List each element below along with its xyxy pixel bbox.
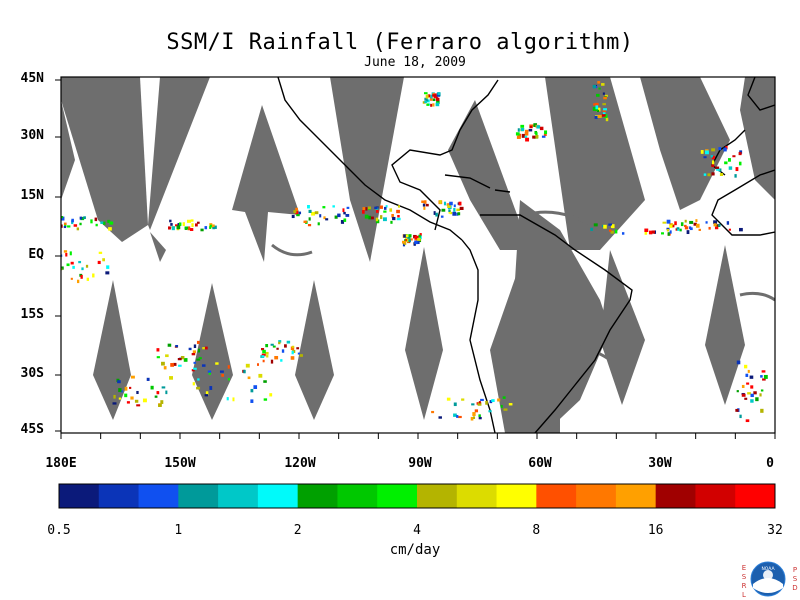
colorbar-cell <box>417 484 458 508</box>
colorbar-cell <box>297 484 338 508</box>
noaa-emblem-icon: NOAA <box>750 561 786 597</box>
map-date: June 18, 2009 <box>364 55 466 70</box>
lat-label: 45N <box>20 71 44 86</box>
svg-text:NOAA: NOAA <box>761 566 775 572</box>
map-title: SSM/I Rainfall (Ferraro algorithm) <box>166 30 634 55</box>
coastlines <box>277 77 775 433</box>
lat-label: 45S <box>20 422 44 437</box>
colorbar-cell <box>257 484 299 508</box>
lat-label: 15S <box>20 307 44 322</box>
lon-label: 60W <box>528 456 552 471</box>
lon-label: 150W <box>164 456 196 471</box>
colorbar-cell <box>615 484 657 508</box>
colorbar-cell <box>536 484 577 508</box>
colorbar-cell <box>695 484 736 508</box>
colorbar-cell <box>456 484 498 508</box>
colorbar-tick-label: 0.5 <box>47 523 71 538</box>
colorbar-tick-label: 1 <box>174 523 183 538</box>
lat-label: EQ <box>28 247 44 262</box>
lat-label: 30N <box>20 128 44 143</box>
colorbar-tick-label: 16 <box>647 523 664 538</box>
colorbar-tick-label: 4 <box>413 523 421 538</box>
colorbar-cell <box>138 484 179 508</box>
colorbar-cell <box>655 484 696 508</box>
lon-label: 90W <box>408 456 432 471</box>
colorbar-cell <box>735 484 776 508</box>
lat-label: 15N <box>20 188 44 203</box>
lon-label: 180E <box>45 456 77 471</box>
colorbar-cell <box>377 484 418 508</box>
colorbar-cell <box>178 484 219 508</box>
lon-label: 30W <box>648 456 672 471</box>
colorbar-tick-label: 8 <box>532 523 541 538</box>
colorbar-tick-label: 2 <box>293 523 302 538</box>
colorbar-cell <box>218 484 259 508</box>
colorbar-cell <box>576 484 617 508</box>
colorbar-tick-label: 32 <box>767 523 783 538</box>
lat-label: 30S <box>20 366 44 381</box>
colorbar-cell <box>496 484 537 508</box>
no-data-swaths <box>61 77 775 433</box>
lon-label: 120W <box>284 456 316 471</box>
colorbar-unit: cm/day <box>389 542 441 558</box>
colorbar-cell <box>59 484 100 508</box>
colorbar-cell <box>98 484 140 508</box>
colorbar-cell <box>337 484 378 508</box>
rainfall-pixels <box>61 81 768 423</box>
lon-label: 0 <box>766 456 774 471</box>
